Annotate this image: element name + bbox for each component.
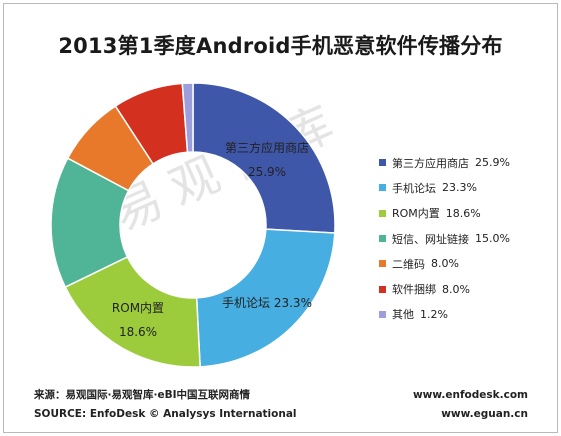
slice-0 (192, 82, 336, 234)
footer-urls: www.enfodesk.com www.eguan.cn (413, 386, 528, 424)
legend-value: 18.6% (445, 206, 481, 220)
footer-source: 来源：易观国际·易观智库·eBI中国互联网商情 SOURCE: EnfoDesk… (34, 386, 297, 424)
legend-swatch (379, 184, 386, 192)
slice-label-value-0: 25.9% (248, 165, 286, 179)
legend-swatch (379, 209, 386, 217)
legend-label: 二维码 (392, 257, 425, 271)
legend-item-2: ROM内置 18.6% (379, 201, 549, 226)
slice-label-name-1: 手机论坛 23.3% (222, 296, 312, 310)
legend-label: ROM内置 (392, 207, 440, 221)
legend-swatch (379, 159, 386, 167)
legend-value: 1.2% (420, 307, 448, 321)
chart-title: 2013第1季度Android手机恶意软件传播分布 (58, 34, 503, 58)
slice-2 (64, 255, 201, 368)
legend-label: 其他 (392, 308, 414, 322)
legend-label: 短信、网址链接 (392, 232, 469, 246)
source-cn: 来源：易观国际·易观智库·eBI中国互联网商情 (34, 389, 251, 401)
legend-item-0: 第三方应用商店 25.9% (379, 150, 549, 175)
legend-swatch (379, 285, 386, 293)
legend-item-1: 手机论坛 23.3% (379, 175, 549, 200)
legend-label: 软件捆绑 (392, 283, 436, 297)
slice-label-name-0: 第三方应用商店 (225, 140, 309, 155)
legend-swatch (379, 310, 386, 318)
legend-swatch (379, 260, 386, 268)
slice-label-name-2: ROM内置 (112, 301, 164, 315)
legend-value: 23.3% (442, 181, 477, 195)
slice-6 (181, 82, 194, 154)
legend-item-5: 软件捆绑 8.0% (379, 276, 549, 301)
legend-item-6: 其他 1.2% (379, 302, 549, 327)
legend-swatch (379, 235, 386, 243)
legend: 第三方应用商店 25.9% 手机论坛 23.3% ROM内置 18.6% 短信、网址链接 15… (379, 150, 549, 327)
source-en: SOURCE: EnfoDesk © Analysys Internationa… (34, 408, 297, 420)
legend-value: 8.0% (431, 257, 459, 271)
url-eguan: www.eguan.cn (441, 408, 528, 420)
legend-item-3: 短信、网址链接 15.0% (379, 226, 549, 251)
legend-value: 25.9% (475, 156, 510, 170)
slice-label-value-2: 18.6% (119, 325, 157, 339)
legend-label: 手机论坛 (392, 181, 436, 195)
url-enfodesk: www.enfodesk.com (412, 389, 528, 401)
legend-label: 第三方应用商店 (392, 156, 469, 170)
legend-item-4: 二维码 8.0% (379, 251, 549, 276)
legend-value: 8.0% (442, 282, 470, 296)
legend-value: 15.0% (475, 232, 510, 246)
slice-1 (195, 228, 336, 368)
